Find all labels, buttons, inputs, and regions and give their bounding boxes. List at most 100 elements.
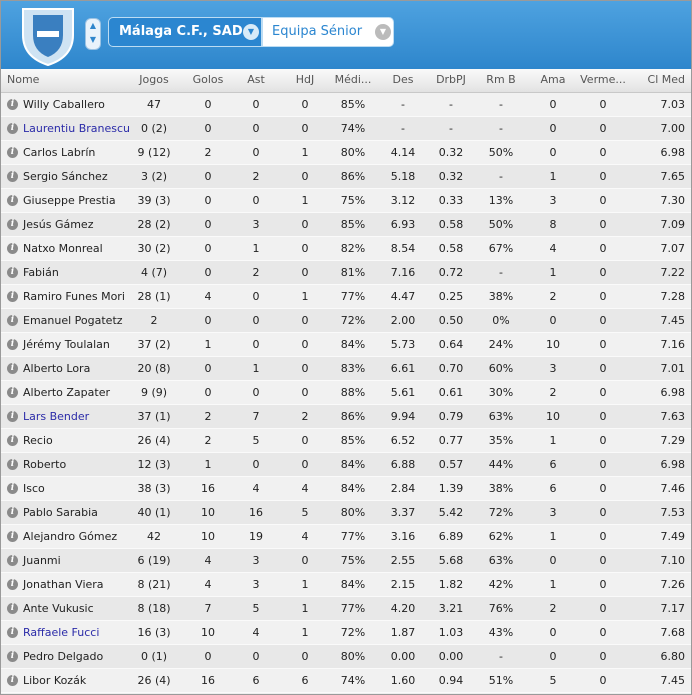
player-name[interactable]: Pablo Sarabia [23,506,98,519]
player-row[interactable]: i Ante Vukusic 8 (18) 7 5 1 77% 4.20 3.21 76% 2 0 7.… [1,597,691,621]
player-row[interactable]: i Isco 38 (3) 16 4 4 84% 2.84 1.39 38% 6 0 7.46 [1,477,691,501]
info-icon[interactable]: i [7,387,18,398]
info-icon[interactable]: i [7,195,18,206]
info-icon[interactable]: i [7,291,18,302]
player-row[interactable]: i Alberto Zapater 9 (9) 0 0 0 88% 5.61 0.61 30% 2 0… [1,381,691,405]
player-row[interactable]: i Raffaele Fucci 16 (3) 10 4 1 72% 1.87 1.03 43% 0… [1,621,691,645]
column-header[interactable]: Cl Med [647,73,685,86]
player-name[interactable]: Raffaele Fucci [23,626,100,639]
player-name[interactable]: Sergio Sánchez [23,170,108,183]
info-icon[interactable]: i [7,459,18,470]
player-name[interactable]: Libor Kozák [23,674,87,687]
player-name[interactable]: Alberto Lora [23,362,91,375]
info-icon[interactable]: i [7,603,18,614]
column-header[interactable]: Médi... [334,73,372,86]
column-header[interactable]: Des [392,73,414,86]
info-icon[interactable]: i [7,531,18,542]
info-icon[interactable]: i [7,483,18,494]
column-header[interactable]: Ama [540,73,566,86]
player-name[interactable]: Laurentiu Branescu [23,122,130,135]
stat-value: 7.16 [660,338,686,351]
player-row[interactable]: i Recio 26 (4) 2 5 0 85% 6.52 0.77 35% 1 0 7.29 [1,429,691,453]
player-row[interactable]: i Juanmi 6 (19) 4 3 0 75% 2.55 5.68 63% 0 0 7.10 [1,549,691,573]
column-header[interactable]: Nome [7,73,40,86]
info-icon[interactable]: i [7,651,18,662]
player-name[interactable]: Carlos Labrín [23,146,96,159]
player-name[interactable]: Giuseppe Prestia [23,194,116,207]
player-name[interactable]: Jonathan Viera [23,578,104,591]
player-row[interactable]: i Laurentiu Branescu 0 (2) 0 0 0 74% - - - 0 0 7.00 [1,117,691,141]
player-row[interactable]: i Willy Caballero 47 0 0 0 85% - - - 0 0 7.03 [1,93,691,117]
column-header[interactable]: HdJ [295,73,315,86]
player-row[interactable]: i Alejandro Gómez 42 10 19 4 77% 3.16 6.89 62% 1 0 7… [1,525,691,549]
dropdown-arrow[interactable]: ▼ [375,24,391,40]
player-name[interactable]: Jérémy Toulalan [23,338,110,351]
club-selector[interactable]: Málaga C.F., SAD ▼ [108,17,262,47]
dropdown-arrow[interactable]: ▼ [243,24,259,40]
stat-value: 6.98 [660,146,686,159]
player-name[interactable]: Isco [23,482,45,495]
stat-value: 0 [252,650,260,663]
stat-value: 84% [340,578,366,591]
player-name[interactable]: Roberto [23,458,67,471]
player-row[interactable]: i Ramiro Funes Mori 28 (1) 4 0 1 77% 4.47 0.25 38… [1,285,691,309]
player-name[interactable]: Juanmi [23,554,61,567]
player-name[interactable]: Alberto Zapater [23,386,110,399]
player-name[interactable]: Ante Vukusic [23,602,94,615]
player-row[interactable]: i Emanuel Pogatetz 2 0 0 0 72% 2.00 0.50 0% 0 0 7.45 [1,309,691,333]
player-name[interactable]: Jesús Gámez [23,218,94,231]
info-icon[interactable]: i [7,411,18,422]
info-icon[interactable]: i [7,123,18,134]
player-name[interactable]: Alejandro Gómez [23,530,118,543]
player-name[interactable]: Natxo Monreal [23,242,103,255]
player-name[interactable]: Emanuel Pogatetz [23,314,123,327]
player-row[interactable]: i Jérémy Toulalan 37 (2) 1 0 0 84% 5.73 0.64 24% 1… [1,333,691,357]
player-name[interactable]: Pedro Delgado [23,650,104,663]
player-row[interactable]: i Natxo Monreal 30 (2) 0 1 0 82% 8.54 0.58 67% 4 0 7… [1,237,691,261]
info-icon[interactable]: i [7,363,18,374]
info-icon[interactable]: i [7,171,18,182]
info-icon[interactable]: i [7,243,18,254]
info-icon[interactable]: i [7,579,18,590]
scroll-button[interactable]: ▲ ▼ [85,18,101,50]
player-name[interactable]: Recio [23,434,53,447]
info-icon[interactable]: i [7,627,18,638]
stat-value: 2 [549,386,557,399]
info-icon[interactable]: i [7,675,18,686]
squad-selector[interactable]: Equipa Sénior ▼ [262,17,394,47]
column-header[interactable]: DrbPJ [436,73,466,86]
info-icon[interactable]: i [7,507,18,518]
info-icon[interactable]: i [7,339,18,350]
column-header[interactable]: Ast [247,73,265,86]
player-row[interactable]: i Fabián 4 (7) 0 2 0 81% 7.16 0.72 - 1 0 7.22 [1,261,691,285]
info-icon[interactable]: i [7,219,18,230]
player-row[interactable]: i Roberto 12 (3) 1 0 0 84% 6.88 0.57 44% 6 0 6.98 [1,453,691,477]
player-row[interactable]: i Lars Bender 37 (1) 2 7 2 86% 9.94 0.79 63% 10 0 7.… [1,405,691,429]
column-header[interactable]: Jogos [139,73,169,86]
player-name[interactable]: Ramiro Funes Mori [23,290,125,303]
player-row[interactable]: i Carlos Labrín 9 (12) 2 0 1 80% 4.14 0.32 50% 0 0 6… [1,141,691,165]
info-icon[interactable]: i [7,435,18,446]
info-icon[interactable]: i [7,555,18,566]
player-row[interactable]: i Pedro Delgado 0 (1) 0 0 0 80% 0.00 0.00 - 0 0 6.80 [1,645,691,669]
column-header[interactable]: Verme... [580,73,626,86]
info-icon[interactable]: i [7,147,18,158]
player-row[interactable]: i Jesús Gámez 28 (2) 0 3 0 85% 6.93 0.58 50% 8 0 7.0… [1,213,691,237]
player-name[interactable]: Willy Caballero [23,98,105,111]
player-row[interactable]: i Pablo Sarabia 40 (1) 10 16 5 80% 3.37 5.42 72% 3… [1,501,691,525]
column-header[interactable]: Rm B [486,73,516,86]
stat-value: 0 [301,242,309,255]
player-name[interactable]: Fabián [23,266,59,279]
player-row[interactable]: i Alberto Lora 20 (8) 0 1 0 83% 6.61 0.70 60% 3 0 7.… [1,357,691,381]
column-header[interactable]: Golos [192,73,224,86]
player-row[interactable]: i Libor Kozák 26 (4) 16 6 6 74% 1.60 0.94 51% 5 0 7.… [1,669,691,693]
player-row[interactable]: i Sergio Sánchez 3 (2) 0 2 0 86% 5.18 0.32 - 1 0 7.6… [1,165,691,189]
player-row[interactable]: i Giuseppe Prestia 39 (3) 0 0 1 75% 3.12 0.33 13%… [1,189,691,213]
info-icon[interactable]: i [7,315,18,326]
info-icon[interactable]: i [7,267,18,278]
player-row[interactable]: i Jonathan Viera 8 (21) 4 3 1 84% 2.15 1.82 42% 1 0… [1,573,691,597]
stat-value: 0 [599,410,607,423]
stat-value: 0 [301,218,309,231]
player-name[interactable]: Lars Bender [23,410,90,423]
info-icon[interactable]: i [7,99,18,110]
